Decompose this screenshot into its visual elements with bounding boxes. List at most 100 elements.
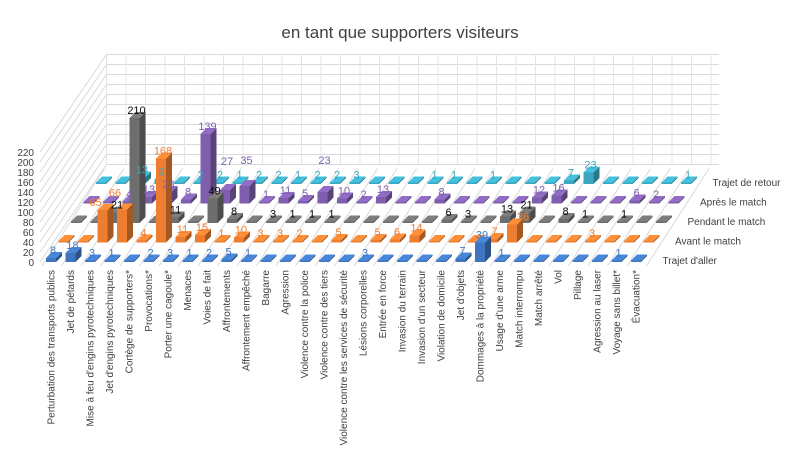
bar: [402, 215, 419, 223]
bar-side: [549, 215, 555, 223]
bar-side: [426, 254, 433, 262]
bar-top: [104, 254, 121, 261]
bar-side: [251, 254, 257, 262]
bar-front: [604, 241, 615, 243]
x-tick-label: Menaces: [183, 270, 194, 311]
bar-top: [466, 176, 483, 183]
data-label: 6: [633, 188, 639, 200]
bar: [610, 196, 626, 204]
bar-front: [207, 198, 218, 223]
bar-front: [493, 202, 503, 204]
bar: [461, 215, 477, 223]
bar: [434, 193, 451, 204]
bar-side: [581, 196, 587, 204]
series-label: Trajet de retour: [713, 178, 782, 189]
bar: [494, 254, 511, 262]
bar-front: [370, 240, 381, 243]
bar-top: [551, 189, 568, 196]
bar-side: [639, 194, 646, 204]
bar: [129, 112, 146, 223]
bar-side: [281, 176, 288, 184]
bar-front: [202, 260, 212, 262]
bar-top: [564, 174, 580, 181]
data-label: 11: [280, 185, 291, 197]
bar-front: [182, 260, 193, 262]
bar-front: [572, 260, 583, 262]
bar-top: [331, 234, 348, 240]
bar-side: [600, 196, 607, 204]
data-label: 2: [360, 189, 366, 201]
bar: [363, 215, 380, 223]
bar-front: [409, 235, 420, 243]
bar-top: [441, 214, 458, 220]
x-tick-label: Agression au laser: [593, 269, 604, 352]
bar-side: [691, 176, 697, 184]
bar-top: [388, 176, 405, 183]
bar-front: [395, 202, 406, 204]
bar-front: [363, 221, 374, 223]
data-label: 1: [615, 248, 621, 260]
bar-front: [292, 241, 303, 243]
bar-top: [461, 215, 477, 222]
bar-top: [291, 176, 307, 183]
bar-side: [607, 215, 614, 223]
x-tick-label: Voyage sans billet*: [612, 270, 623, 355]
bar-top: [415, 196, 431, 202]
bar-front: [273, 241, 283, 243]
bar: [631, 254, 647, 262]
bar-side: [561, 189, 568, 204]
bar-top: [271, 176, 288, 183]
bar-top: [299, 254, 316, 261]
bar-front: [260, 260, 271, 262]
bar: [207, 192, 224, 223]
bar-front: [512, 202, 523, 204]
bar: [436, 254, 452, 262]
bar-front: [494, 260, 505, 262]
bar-front: [544, 182, 555, 184]
bar-side: [231, 253, 238, 262]
bar-top: [298, 195, 314, 201]
bar-front: [115, 182, 126, 184]
bar-side: [249, 180, 256, 204]
bar-top: [71, 215, 87, 222]
data-label: 3: [257, 228, 263, 240]
bar-side: [535, 176, 541, 184]
floor-line: [275, 168, 339, 267]
data-label: 21: [520, 200, 532, 212]
bar-top: [649, 196, 665, 202]
data-label: 1: [295, 170, 301, 182]
bar-side: [270, 254, 277, 262]
bar: [622, 176, 639, 184]
bar-side: [309, 254, 316, 262]
bar-side: [503, 196, 509, 204]
gridline: [39, 54, 107, 153]
bar-top: [358, 254, 374, 261]
bar-front: [291, 182, 301, 184]
bar: [624, 235, 640, 243]
bar-front: [617, 221, 627, 223]
bar-side: [329, 254, 335, 262]
bar: [636, 215, 653, 223]
bar-side: [114, 254, 121, 262]
bar: [260, 254, 277, 262]
bar-top: [656, 215, 672, 222]
bar-top: [83, 196, 100, 202]
bar-front: [377, 260, 388, 262]
bar-front: [103, 202, 113, 204]
data-label: 27: [221, 156, 233, 168]
bar-front: [455, 258, 466, 262]
bar-top: [512, 196, 529, 202]
bar-side: [354, 215, 360, 223]
bar-top: [344, 215, 360, 222]
bar-top: [124, 254, 140, 261]
x-tick-label: Porter une cagoule*: [164, 270, 175, 359]
bar-top: [480, 215, 497, 222]
bar-side: [451, 214, 458, 223]
bar-top: [525, 176, 541, 183]
bar-top: [636, 215, 653, 222]
bar-front: [232, 182, 243, 184]
bar-top: [280, 254, 296, 261]
bar: [221, 253, 238, 262]
data-label: 2: [334, 170, 340, 182]
